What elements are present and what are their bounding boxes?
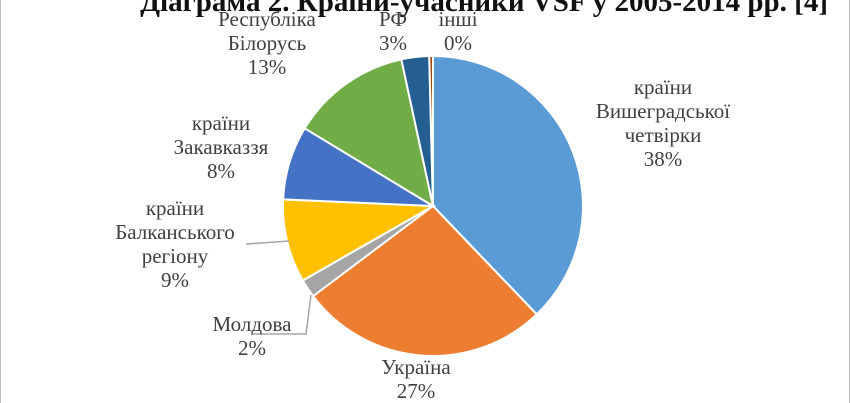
pie-slice-0 bbox=[432, 54, 584, 316]
slice-label-line: Республіка bbox=[218, 7, 316, 31]
slice-label-2: Молдова 2% bbox=[213, 312, 293, 360]
slice-label-line: Закавказзя bbox=[174, 135, 269, 159]
slice-label-line: країни bbox=[146, 196, 204, 220]
slice-percent: 27% bbox=[397, 379, 436, 403]
slice-label-4: країни Закавказзя 8% bbox=[174, 111, 269, 183]
slice-label-line: Білорусь bbox=[228, 31, 307, 55]
slice-label-0: країни Вишеградської четвірки 38% bbox=[596, 75, 730, 171]
slice-label-line: країни bbox=[634, 75, 692, 99]
slice-label-1: Україна 27% bbox=[381, 355, 451, 403]
slice-percent: 9% bbox=[161, 268, 189, 292]
slice-label-line: Балканського bbox=[115, 220, 235, 244]
slice-percent: 3% bbox=[379, 31, 407, 55]
leader-line-2 bbox=[252, 294, 312, 335]
slice-label-line: Вишеградської bbox=[596, 99, 730, 123]
pie-slice-7 bbox=[428, 54, 434, 207]
slice-label-line: Молдова bbox=[213, 312, 293, 336]
slice-label-6: РФ 3% bbox=[379, 7, 407, 55]
slice-label-line: регіону bbox=[142, 244, 209, 268]
slice-label-line: інші bbox=[438, 7, 477, 31]
slice-label-line: країни bbox=[192, 111, 250, 135]
slice-percent: 8% bbox=[207, 159, 235, 183]
slice-percent: 13% bbox=[248, 55, 287, 79]
slice-label-7: інші 0% bbox=[438, 7, 477, 55]
slice-label-line: РФ bbox=[379, 7, 407, 31]
chart-title: Діаграма 2. Країни-учасники VSF у 2005-2… bbox=[140, 0, 828, 18]
slice-percent: 0% bbox=[444, 31, 472, 55]
pie-slice-1 bbox=[311, 204, 539, 357]
slice-label-5: Республіка Білорусь 13% bbox=[218, 7, 316, 79]
slice-percent: 38% bbox=[644, 147, 683, 171]
frame-left-border bbox=[0, 0, 1, 403]
pie-slice-5 bbox=[303, 58, 435, 209]
leader-line-3 bbox=[245, 240, 290, 245]
slice-label-3: країни Балканського регіону 9% bbox=[115, 196, 235, 292]
slice-label-line: четвірки bbox=[625, 123, 702, 147]
slice-label-line: Україна bbox=[381, 355, 451, 379]
slice-percent: 2% bbox=[238, 336, 266, 360]
